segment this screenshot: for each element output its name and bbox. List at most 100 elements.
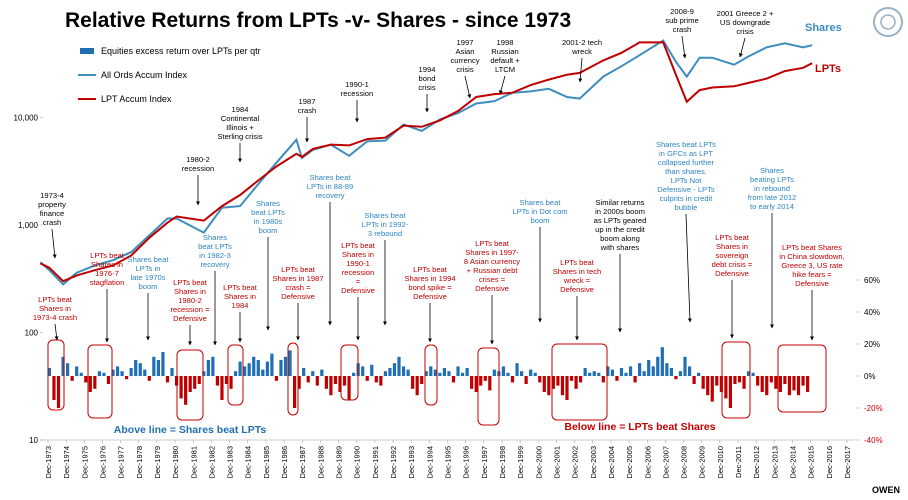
x-tick-label: Dec-2009 (698, 446, 707, 479)
bar (311, 371, 315, 376)
annotation-line: Shares (256, 199, 280, 208)
bar (615, 376, 619, 381)
bar (433, 369, 437, 376)
annotation-line: late 1970s (130, 273, 165, 282)
annotation-line: 1980-2 (178, 296, 202, 305)
bar (451, 376, 456, 383)
bar (256, 360, 260, 376)
bar (610, 369, 614, 376)
annotation-line: Shares in 1994 (404, 274, 455, 283)
bar (388, 368, 392, 376)
annotation: Shares beating LPTs in rebound from late 20… (748, 166, 797, 211)
bar (447, 371, 451, 376)
bar (547, 376, 551, 396)
bar (292, 376, 297, 408)
x-tick-label: Dec-1989 (335, 446, 344, 479)
bar (270, 353, 274, 376)
bar (361, 366, 365, 376)
annotation-line: Shares in (224, 292, 256, 301)
annotation-line: crises = (479, 275, 506, 284)
highlight-box (176, 349, 204, 421)
annotation-line: Continental (221, 114, 260, 123)
x-tick-label: Dec-1990 (353, 446, 362, 479)
annotation: 1997 Asian currency crisis (450, 38, 479, 74)
annotation: 1994 bond crisis (418, 65, 435, 92)
bar (751, 372, 755, 376)
bar (397, 356, 401, 376)
bar (769, 376, 773, 383)
source: OWEN (872, 485, 900, 495)
x-tick-label: Dec-1985 (262, 446, 271, 479)
bar (628, 366, 633, 376)
x-tick-label: Dec-1999 (516, 446, 525, 479)
x-tick-label: Dec-2014 (789, 446, 798, 479)
bar (765, 376, 769, 396)
bar (465, 368, 469, 376)
bar (365, 376, 369, 381)
annotation-line: bond (419, 74, 436, 83)
bar (265, 361, 269, 376)
annotation-line: in China slowdown, (779, 252, 844, 261)
annotation-line: Shares in (39, 304, 71, 313)
bar (283, 356, 288, 376)
annotation-arrow (51, 228, 57, 259)
x-tick-label: Dec-1976 (98, 446, 107, 479)
bar (93, 376, 97, 389)
annotation-line: beat LPTs (198, 242, 232, 251)
annotation-line: 1984 (232, 301, 249, 310)
bar (47, 368, 52, 376)
x-tick-label: Dec-1983 (226, 446, 235, 479)
y2-tick-label: 40% (864, 308, 880, 317)
note: Below line = LPTs beat Shares (564, 421, 715, 433)
annotation-line: Defensive (281, 292, 315, 301)
bar (597, 372, 601, 376)
bar (551, 376, 555, 389)
annotation-line: Defensive (795, 279, 829, 288)
bar (787, 376, 792, 396)
bar (220, 376, 224, 400)
annotation-line: 1976-7 (95, 269, 119, 278)
annotation-line: currency (450, 56, 479, 65)
annotation: 1980-2 recession (182, 155, 215, 173)
bar (742, 376, 746, 389)
annotation: Shares beat LPTs in 1982-3 recovery (198, 233, 232, 269)
annotation-line: LPTs in Dot com (512, 207, 567, 216)
y2-tick-label: 20% (864, 340, 880, 349)
bar (492, 369, 496, 376)
x-tick-label: Dec-1994 (425, 446, 434, 479)
annotation-line: Illinois + (226, 123, 254, 132)
bar (438, 372, 442, 376)
annotation-line: recovery (200, 260, 229, 269)
annotation-line: Shares in (174, 287, 206, 296)
bar (510, 376, 515, 383)
bar (806, 376, 810, 392)
bar (306, 376, 310, 383)
annotation-arrow (681, 35, 687, 59)
annotation-line: recession (341, 89, 374, 98)
annotation: LPTs beat Shares in 1994 bond spike = Defen… (404, 265, 455, 301)
bar (701, 376, 705, 389)
bar (84, 376, 88, 383)
bar (574, 376, 578, 389)
bar (324, 376, 328, 389)
bar (692, 376, 696, 384)
bar (474, 376, 478, 392)
annotation-line: LPTs beat (90, 251, 125, 260)
bar (138, 363, 142, 376)
annotation-line: LPTs beat (223, 283, 258, 292)
x-tick-label: Dec-1973 (44, 446, 53, 479)
bar (606, 366, 610, 376)
annotation-line: LPTs beat (38, 295, 73, 304)
x-tick-label: Dec-2017 (843, 446, 852, 479)
annotation-line: LPTs beat (173, 278, 208, 287)
x-tick-label: Dec-2006 (643, 446, 652, 479)
annotation: Shares beat LPTs in 1992-3 rebound (362, 211, 409, 238)
annotation: LPTs beat Shares in 1987 crash = Defensive (272, 265, 323, 301)
annotation-line: in 2000s boom (595, 207, 645, 216)
highlight-box (551, 343, 608, 421)
x-tick-label: Dec-1979 (153, 446, 162, 479)
annotation-line: in 1982-3 (199, 251, 231, 260)
bar (161, 352, 165, 376)
bar (579, 376, 583, 383)
bar (297, 376, 301, 389)
